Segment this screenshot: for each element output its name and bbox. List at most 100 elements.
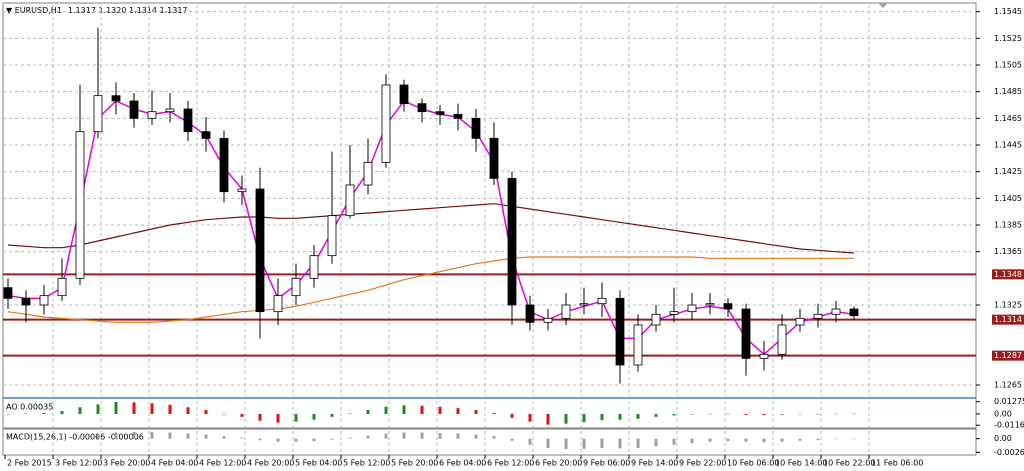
candle-body [381, 84, 391, 163]
ao-bar [492, 413, 496, 414]
candle-body [651, 313, 661, 326]
y-tick-label: 1.1365 [994, 247, 1022, 256]
plot-frame [2, 2, 977, 456]
macd-bar [348, 437, 352, 439]
ao-bar [816, 413, 820, 415]
y-tick-label: 1.1545 [994, 7, 1022, 16]
candle-body [561, 304, 571, 319]
macd-bar [852, 438, 856, 440]
x-tick-label: 11 Feb 06:00 [871, 459, 923, 468]
ao-bar [546, 413, 550, 425]
macd-bar [258, 438, 262, 441]
macd-bar [150, 432, 154, 439]
x-tick-label: 10 Feb 06:00 [727, 459, 779, 468]
moving-average [7, 203, 855, 254]
candle-body [579, 303, 589, 306]
candle-body [363, 161, 373, 186]
x-tick-label: 4 Feb 20:00 [247, 459, 294, 468]
candle-body [615, 297, 625, 366]
ao-bar [204, 410, 208, 414]
ao-bar [456, 408, 460, 414]
candle-body [237, 188, 247, 193]
level-label: 1.1314 [994, 315, 1022, 324]
ao-bar [564, 413, 568, 424]
ao-bar [168, 404, 172, 414]
macd-bar [474, 434, 478, 439]
ao-bar [582, 413, 586, 423]
macd-bar [132, 432, 136, 439]
macd-bar [96, 434, 100, 439]
candle-body [147, 111, 157, 119]
ao-bar [96, 404, 100, 414]
x-tick-label: 5 Feb 04:00 [295, 459, 342, 468]
macd-bar [204, 434, 208, 439]
macd-bar [600, 438, 604, 448]
ao-bar [528, 413, 532, 422]
x-tick-label: 4 Feb 04:00 [151, 459, 198, 468]
ao-label: AO 0.00035 [6, 403, 53, 412]
candle-body [57, 277, 67, 297]
candle-body [507, 177, 517, 306]
macd-bar [744, 438, 748, 442]
y-tick-label: 1.1505 [994, 61, 1022, 70]
ao-bar [330, 413, 334, 417]
candle-body [327, 215, 337, 257]
x-tick-label: 3 Feb 20:00 [103, 459, 150, 468]
macd-bar [834, 438, 838, 440]
candle-body [21, 297, 31, 306]
level-box [992, 269, 1024, 280]
ao-bar [6, 413, 10, 415]
macd-bar [114, 432, 118, 439]
ao-bar [798, 413, 802, 415]
candle-body [39, 295, 49, 306]
macd-bar [816, 438, 820, 441]
macd-bar [636, 438, 640, 448]
ao-bar [258, 413, 262, 421]
macd-bar [240, 437, 244, 439]
quote: 1.1317 1.1320 1.1314 1.1317 [68, 6, 188, 15]
ao-bar [420, 405, 424, 414]
candle-body [417, 103, 427, 113]
candle-body [777, 324, 787, 355]
macd-bar [690, 438, 694, 444]
ao-bar [240, 413, 244, 417]
candle-body [831, 308, 841, 315]
ao-bar [312, 413, 316, 420]
candle-body [75, 131, 85, 279]
y-tick-label: 1.1265 [994, 381, 1022, 390]
macd-bar [330, 438, 334, 440]
x-tick-label: 4 Feb 12:00 [199, 459, 246, 468]
macd-bar [762, 438, 766, 443]
ao-bar [672, 413, 676, 416]
candle-body [345, 184, 355, 217]
candle-body [669, 311, 679, 315]
candle-body [111, 95, 121, 102]
y-tick-label: 1.1445 [994, 141, 1022, 150]
y-tick-label: 1.1325 [994, 301, 1022, 310]
ao-bar [708, 413, 712, 415]
macd-bar [708, 438, 712, 442]
candle-body [399, 84, 409, 105]
ao-bar [150, 403, 154, 414]
candle-body [291, 277, 301, 297]
x-tick-label: 2 Feb 2015 [7, 459, 52, 468]
ao-bar [402, 405, 406, 414]
macd-bar [672, 438, 676, 445]
macd-bar [420, 432, 424, 439]
candle-body [489, 137, 499, 179]
menu-arrow: ▼ [6, 6, 15, 15]
macd-bar [24, 438, 28, 440]
macd-bar [276, 438, 280, 442]
candle-body [723, 303, 733, 310]
y-tick-label: 0.00 [994, 409, 1012, 418]
ao-bar [348, 413, 352, 414]
ao-bar [78, 407, 82, 414]
ao-bar [222, 413, 226, 415]
candle-body [453, 113, 463, 119]
macd-bar [294, 438, 298, 442]
ao-bar [726, 413, 730, 415]
ao-bar [294, 413, 298, 422]
ao-bar [114, 401, 118, 414]
macd-bar [168, 432, 172, 439]
x-tick-label: 5 Feb 12:00 [343, 459, 390, 468]
